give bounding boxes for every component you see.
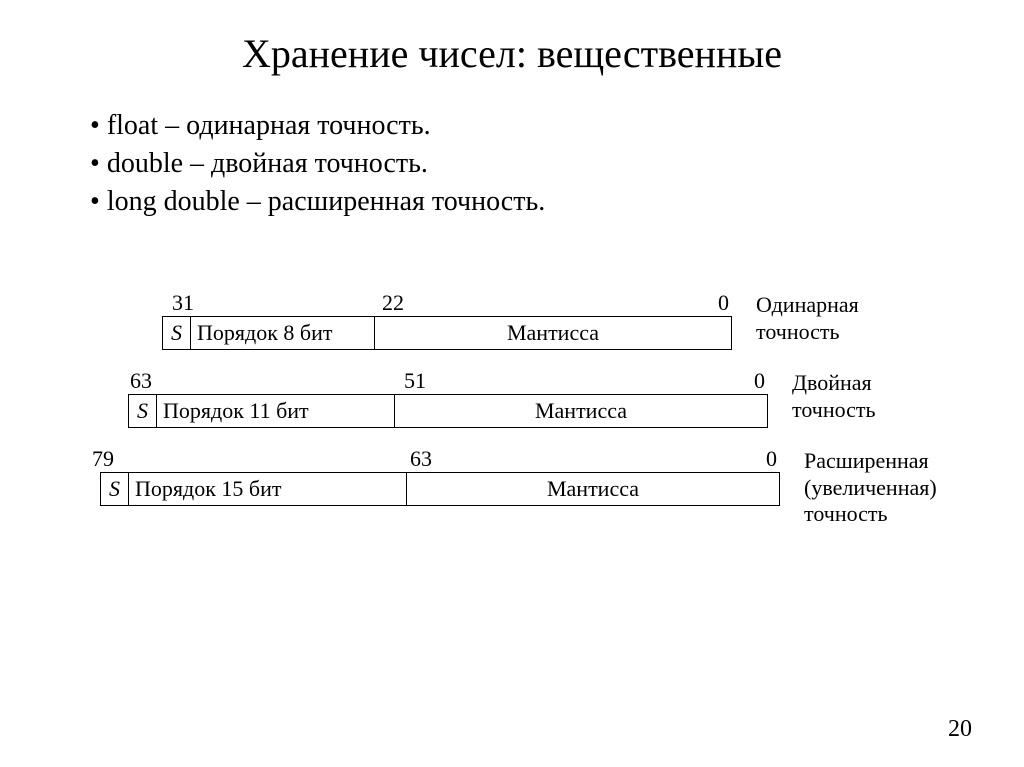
bullet-text: float – одинарная точность. [107, 110, 431, 141]
exponent-field: Порядок 8 бит [191, 317, 375, 349]
format-row-extended: 79 63 0 S Порядок 15 бит Мантисса Расшир… [100, 446, 974, 527]
format-description: Двойная точность [792, 368, 876, 423]
desc-line: точность [792, 397, 876, 422]
format-block: 63 51 0 S Порядок 11 бит Мантисса [128, 368, 768, 428]
field-boxes: S Порядок 15 бит Мантисса [100, 472, 780, 506]
format-row-double: 63 51 0 S Порядок 11 бит Мантисса Двойна… [100, 368, 974, 428]
desc-line: точность [756, 319, 840, 344]
bit-label-mantissa-start: 22 [382, 290, 404, 316]
bit-label-lsb: 0 [766, 446, 777, 472]
exponent-field: Порядок 11 бит [157, 395, 395, 427]
bit-label-lsb: 0 [754, 368, 765, 394]
mantissa-field: Мантисса [407, 473, 779, 505]
bit-label-msb: 63 [130, 368, 152, 394]
page-title: Хранение чисел: вещественные [50, 30, 974, 77]
bit-labels: 79 63 0 [100, 446, 780, 472]
bit-label-msb: 79 [92, 446, 114, 472]
exponent-field: Порядок 15 бит [129, 473, 407, 505]
desc-line: точность [804, 501, 888, 526]
bit-label-lsb: 0 [718, 290, 729, 316]
page-number: 20 [948, 716, 972, 743]
mantissa-field: Мантисса [395, 395, 767, 427]
bullet-text: long double – расширенная точность. [107, 186, 545, 217]
bullet-item: • long double – расширенная точность. [90, 183, 974, 221]
desc-line: Расширенная [804, 448, 929, 473]
format-description: Одинарная точность [756, 290, 859, 345]
bit-label-msb: 31 [172, 290, 194, 316]
bit-label-mantissa-start: 51 [404, 368, 426, 394]
sign-field: S [101, 473, 129, 505]
format-description: Расширенная (увеличенная) точность [804, 446, 937, 527]
sign-field: S [163, 317, 191, 349]
bullet-item: • float – одинарная точность. [90, 107, 974, 145]
float-format-diagrams: 31 22 0 S Порядок 8 бит Мантисса Одинарн… [50, 290, 974, 527]
desc-line: Двойная [792, 370, 872, 395]
desc-line: (увеличенная) [804, 475, 937, 500]
bullet-list: • float – одинарная точность. • double –… [90, 107, 974, 220]
field-boxes: S Порядок 8 бит Мантисса [162, 316, 732, 350]
format-block: 31 22 0 S Порядок 8 бит Мантисса [162, 290, 732, 350]
field-boxes: S Порядок 11 бит Мантисса [128, 394, 768, 428]
desc-line: Одинарная [756, 292, 859, 317]
bullet-item: • double – двойная точность. [90, 145, 974, 183]
bit-labels: 63 51 0 [128, 368, 768, 394]
mantissa-field: Мантисса [375, 317, 731, 349]
bit-labels: 31 22 0 [162, 290, 732, 316]
bit-label-mantissa-start: 63 [410, 446, 432, 472]
bullet-text: double – двойная точность. [107, 148, 428, 179]
format-block: 79 63 0 S Порядок 15 бит Мантисса [100, 446, 780, 506]
sign-field: S [129, 395, 157, 427]
format-row-single: 31 22 0 S Порядок 8 бит Мантисса Одинарн… [100, 290, 974, 350]
